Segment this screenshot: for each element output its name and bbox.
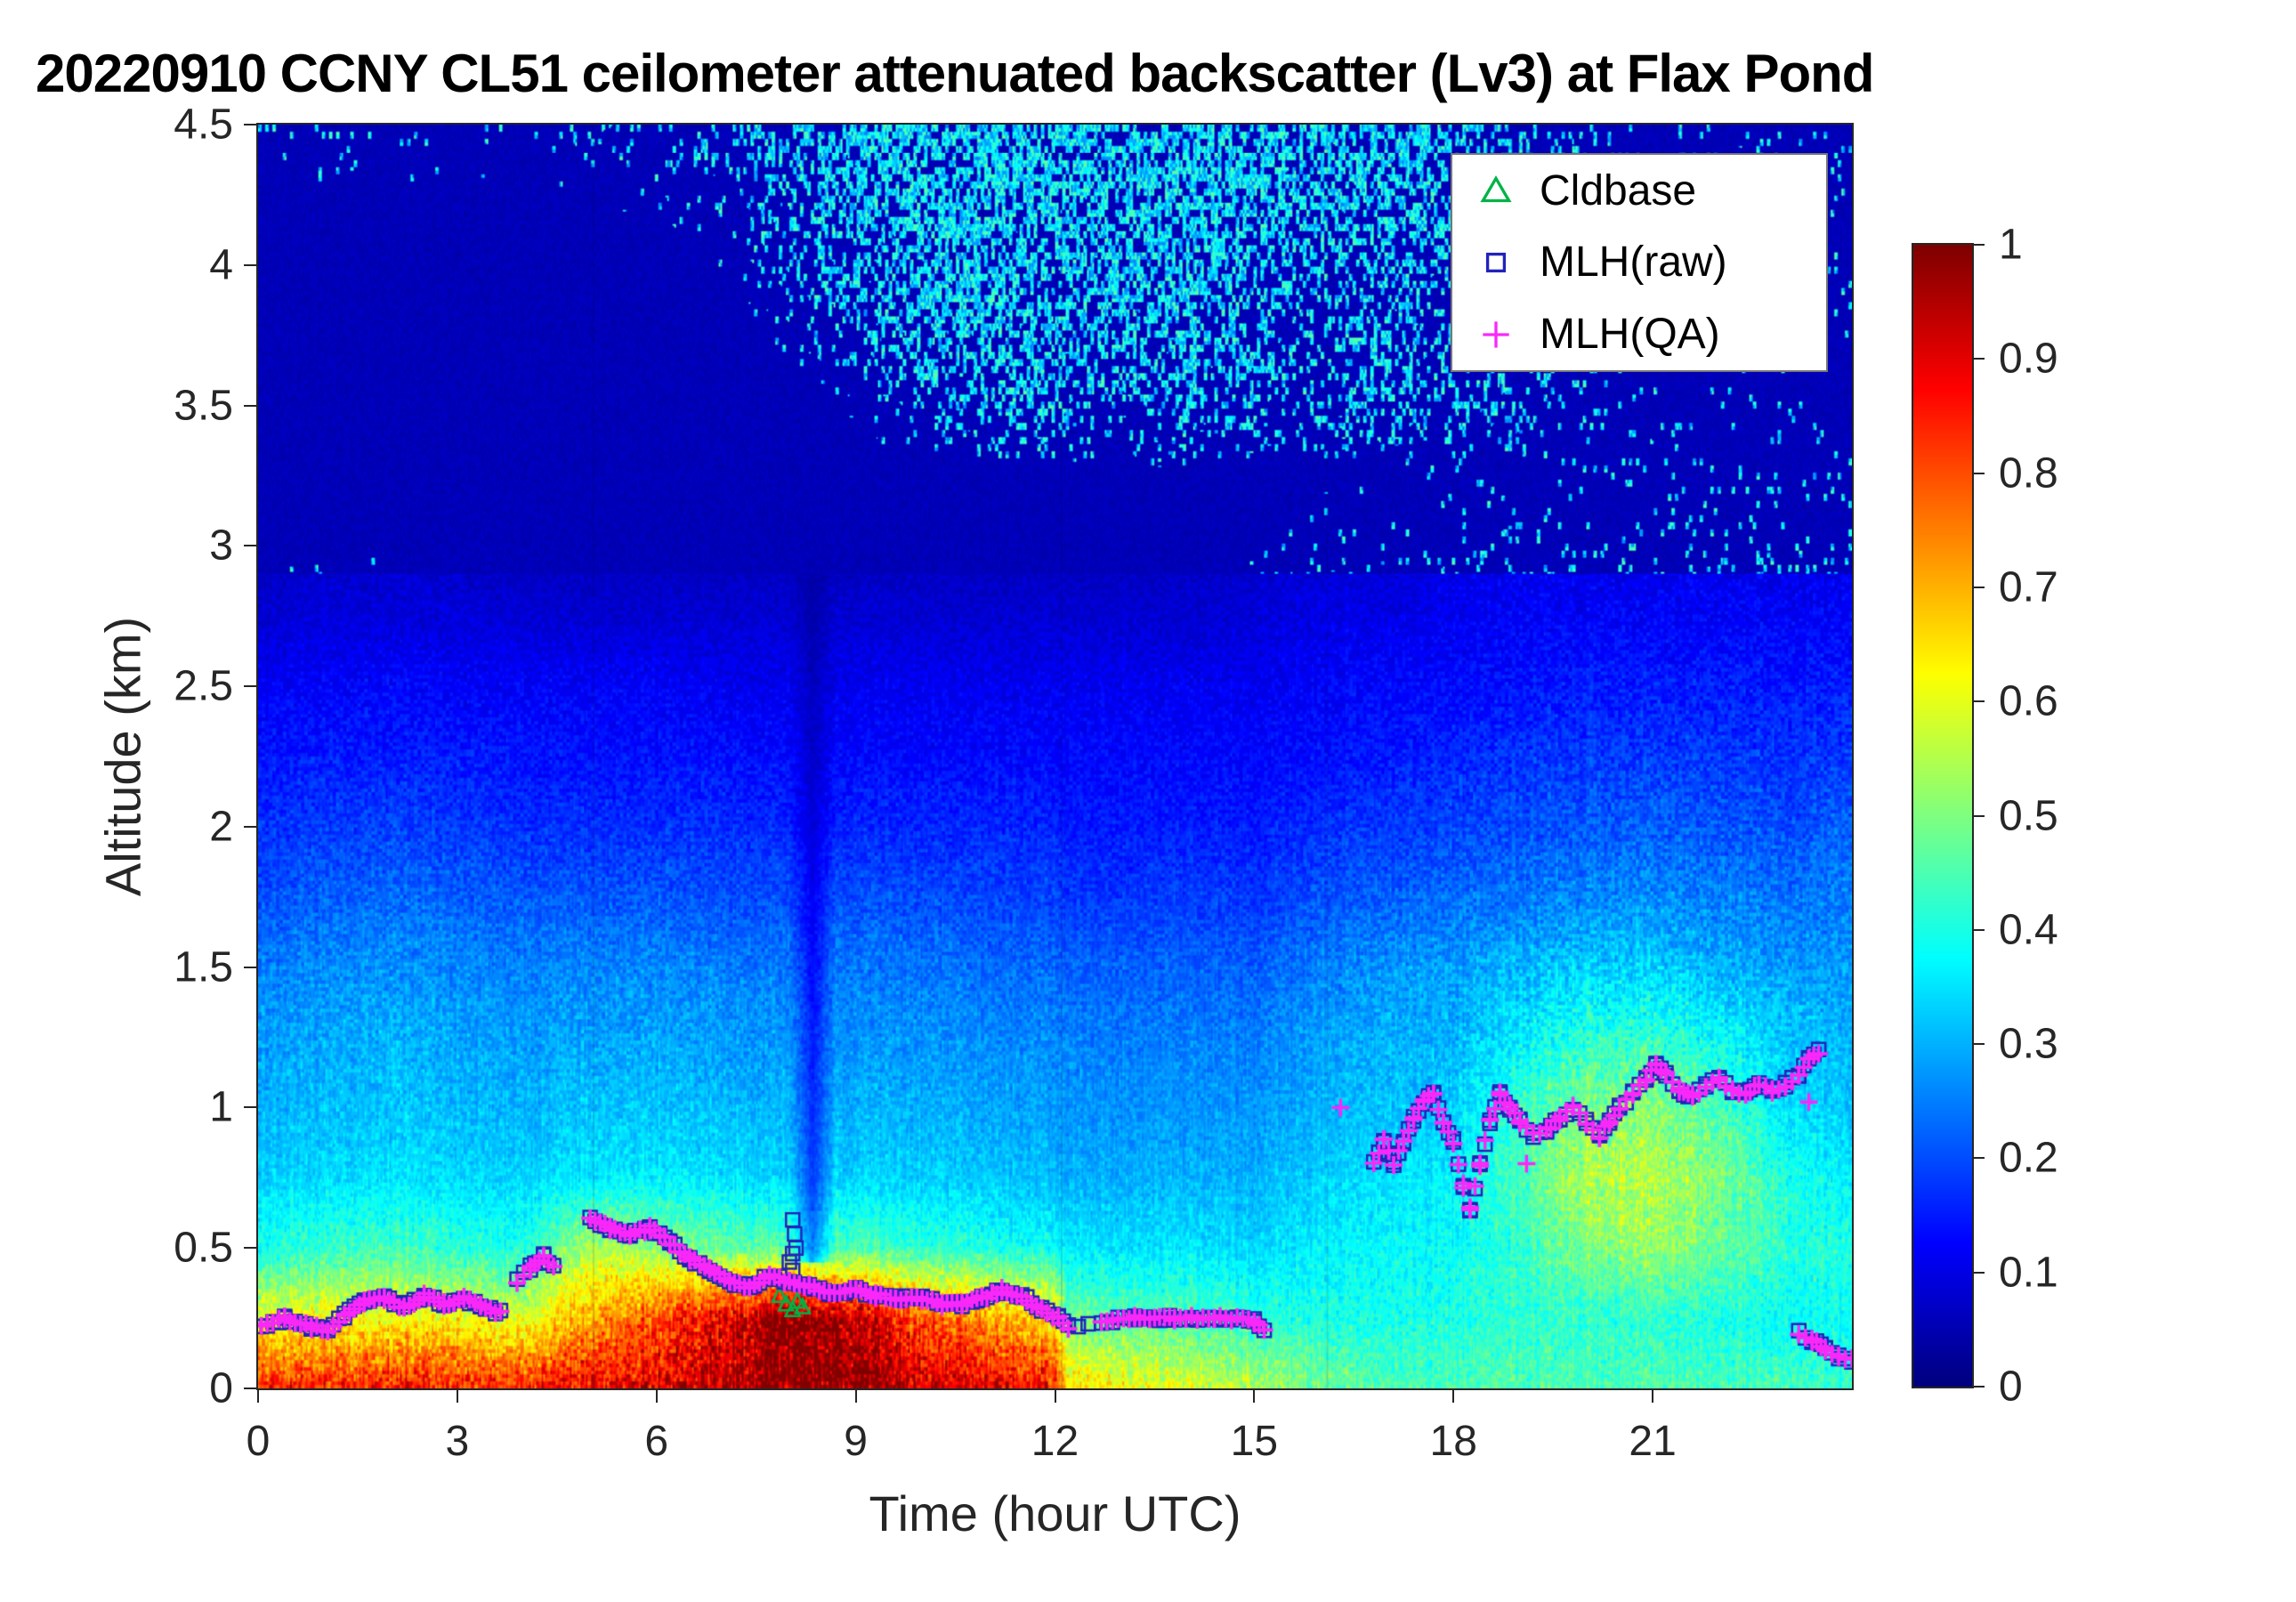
colorbar-tick-mark xyxy=(1974,814,1985,817)
legend-label-mlh-qa: MLH(QA) xyxy=(1540,311,1720,359)
y-tick-label: 0 xyxy=(209,1364,233,1412)
x-tick-mark xyxy=(854,1390,857,1403)
y-tick-mark xyxy=(244,404,256,407)
x-tick-label: 15 xyxy=(1230,1418,1279,1465)
x-axis-label: Time (hour UTC) xyxy=(869,1485,1241,1541)
colorbar-tick-label: 0.7 xyxy=(1999,563,2058,611)
colorbar-tick-mark xyxy=(1974,1043,1985,1046)
y-tick-label: 0.5 xyxy=(174,1224,233,1272)
x-tick-mark xyxy=(1253,1390,1256,1403)
colorbar-tick-mark xyxy=(1974,700,1985,703)
cldbase-triangle-icon xyxy=(1480,175,1512,203)
legend: Cldbase MLH(raw) MLH(QA) xyxy=(1451,153,1828,372)
mlh-raw-square-icon xyxy=(1485,252,1507,273)
y-axis-label: Altitude (km) xyxy=(94,616,151,897)
x-tick-label: 3 xyxy=(445,1418,470,1465)
y-tick-label: 2 xyxy=(209,803,233,851)
legend-label-cldbase: Cldbase xyxy=(1540,166,1697,214)
y-tick-label: 4 xyxy=(209,241,233,289)
colorbar-tick-mark xyxy=(1974,244,1985,246)
y-tick-label: 1 xyxy=(209,1083,233,1131)
legend-label-mlh-raw: MLH(raw) xyxy=(1540,239,1727,287)
y-tick-mark xyxy=(244,1106,256,1109)
colorbar-tick-mark xyxy=(1974,472,1985,474)
y-tick-label: 1.5 xyxy=(174,943,233,991)
colorbar-tick-mark xyxy=(1974,1157,1985,1160)
x-tick-label: 21 xyxy=(1629,1418,1677,1465)
colorbar-tick-label: 0.2 xyxy=(1999,1134,2058,1182)
colorbar-tick-mark xyxy=(1974,1271,1985,1274)
x-tick-label: 18 xyxy=(1429,1418,1477,1465)
colorbar-tick-label: 0.6 xyxy=(1999,677,2058,725)
y-tick-mark xyxy=(244,545,256,547)
x-tick-mark xyxy=(1652,1390,1654,1403)
x-tick-mark xyxy=(655,1390,658,1403)
colorbar-tick-label: 0.3 xyxy=(1999,1020,2058,1068)
y-tick-mark xyxy=(244,263,256,266)
colorbar-tick-mark xyxy=(1974,586,1985,588)
legend-entry-mlh-qa: MLH(QA) xyxy=(1452,301,1826,368)
y-tick-mark xyxy=(244,1247,256,1250)
colorbar-tick-mark xyxy=(1974,358,1985,360)
x-tick-mark xyxy=(257,1390,259,1403)
colorbar-tick-label: 0 xyxy=(1999,1363,2023,1411)
y-tick-mark xyxy=(244,124,256,125)
colorbar-tick-mark xyxy=(1974,1386,1985,1388)
y-tick-mark xyxy=(244,1388,256,1389)
y-tick-mark xyxy=(244,966,256,968)
x-tick-label: 0 xyxy=(246,1418,271,1465)
colorbar-tick-label: 0.5 xyxy=(1999,792,2058,839)
colorbar-tick-label: 0.4 xyxy=(1999,906,2058,954)
colorbar-tick-label: 0.1 xyxy=(1999,1249,2058,1297)
legend-entry-mlh-raw: MLH(raw) xyxy=(1452,229,1826,296)
y-tick-mark xyxy=(244,825,256,828)
x-tick-mark xyxy=(456,1390,458,1403)
colorbar-tick-mark xyxy=(1974,928,1985,931)
colorbar xyxy=(1912,243,1974,1388)
y-tick-label: 4.5 xyxy=(174,101,233,149)
x-tick-label: 9 xyxy=(844,1418,868,1465)
y-tick-label: 2.5 xyxy=(174,662,233,710)
y-tick-label: 3.5 xyxy=(174,382,233,430)
chart-title: 20220910 CCNY CL51 ceilometer attenuated… xyxy=(36,44,1874,103)
y-tick-label: 3 xyxy=(209,522,233,570)
colorbar-tick-label: 0.9 xyxy=(1999,335,2058,383)
x-tick-mark xyxy=(1452,1390,1455,1403)
colorbar-tick-label: 0.8 xyxy=(1999,449,2058,498)
mlh-qa-plus-icon xyxy=(1483,321,1509,348)
x-tick-label: 6 xyxy=(644,1418,669,1465)
y-tick-mark xyxy=(244,685,256,688)
colorbar-tick-label: 1 xyxy=(1999,221,2023,269)
x-tick-mark xyxy=(1054,1390,1056,1403)
x-tick-label: 12 xyxy=(1031,1418,1079,1465)
colorbar-gradient-canvas xyxy=(1913,245,1972,1387)
legend-entry-cldbase: Cldbase xyxy=(1452,157,1826,224)
